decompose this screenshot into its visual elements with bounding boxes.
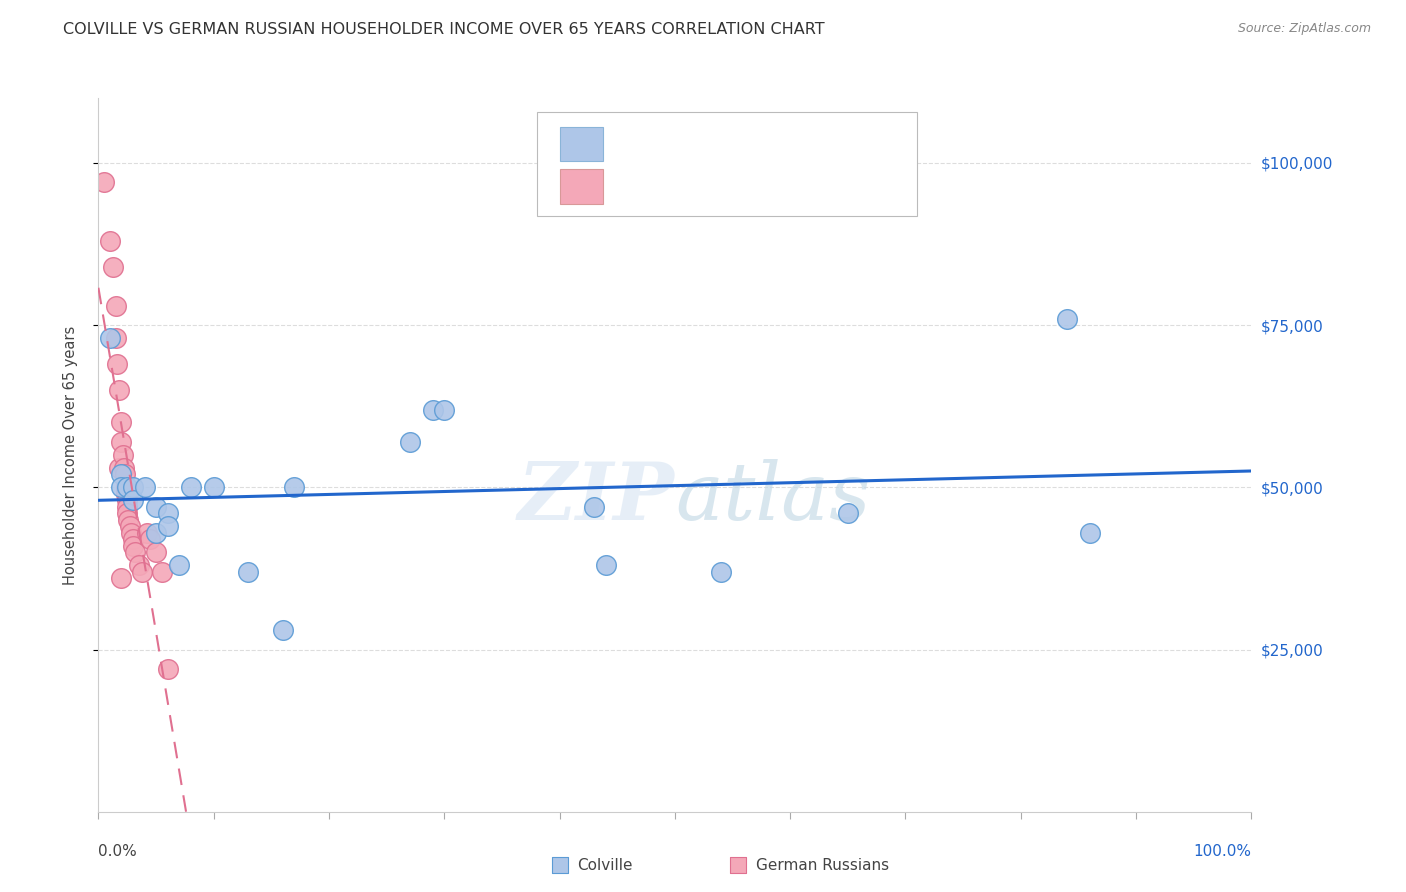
Point xyxy=(104,299,127,313)
Point xyxy=(122,539,145,553)
Text: R =: R = xyxy=(620,179,655,194)
Point xyxy=(112,461,135,475)
Point xyxy=(111,448,134,462)
Point xyxy=(583,500,606,514)
Point xyxy=(122,480,145,494)
FancyBboxPatch shape xyxy=(560,169,603,203)
Text: R =: R = xyxy=(620,136,655,152)
Point xyxy=(710,565,733,579)
Text: atlas: atlas xyxy=(675,459,870,536)
Point xyxy=(98,331,121,345)
Point xyxy=(156,519,179,533)
Point xyxy=(124,545,146,559)
Point xyxy=(110,571,132,585)
Point xyxy=(139,533,162,547)
Point xyxy=(145,525,167,540)
Text: -0.027: -0.027 xyxy=(685,179,741,194)
Point xyxy=(117,480,139,494)
Point xyxy=(134,480,156,494)
Point xyxy=(114,467,136,482)
Point xyxy=(837,506,859,520)
Point xyxy=(122,493,145,508)
Point xyxy=(120,525,142,540)
Text: 100.0%: 100.0% xyxy=(1194,844,1251,859)
Point xyxy=(110,467,132,482)
Point xyxy=(156,662,179,676)
Point xyxy=(98,234,121,248)
Point xyxy=(271,623,294,637)
Point xyxy=(1056,311,1078,326)
Point xyxy=(180,480,202,494)
Point xyxy=(150,565,173,579)
Point xyxy=(238,565,260,579)
Point xyxy=(548,805,571,819)
Point xyxy=(1078,525,1101,540)
Point xyxy=(422,402,444,417)
Point xyxy=(145,545,167,559)
Text: German Russians: German Russians xyxy=(755,858,889,872)
Point xyxy=(115,480,138,494)
Point xyxy=(202,480,225,494)
Point xyxy=(117,500,139,514)
Point xyxy=(93,176,115,190)
Point xyxy=(104,331,127,345)
Point xyxy=(283,480,305,494)
Text: 26: 26 xyxy=(851,136,873,152)
Point xyxy=(118,519,141,533)
Text: N =: N = xyxy=(792,136,827,152)
Text: 0.0%: 0.0% xyxy=(98,844,138,859)
Point xyxy=(108,461,131,475)
Point xyxy=(117,506,139,520)
Point xyxy=(128,558,150,573)
Text: Source: ZipAtlas.com: Source: ZipAtlas.com xyxy=(1237,22,1371,36)
Point xyxy=(117,493,139,508)
Point xyxy=(122,533,145,547)
Text: ZIP: ZIP xyxy=(517,459,675,536)
Point xyxy=(595,558,617,573)
Point xyxy=(433,402,456,417)
Point xyxy=(110,416,132,430)
Text: N =: N = xyxy=(792,179,827,194)
Point xyxy=(131,565,153,579)
Point xyxy=(398,434,420,449)
Text: -0.226: -0.226 xyxy=(685,136,741,152)
Point xyxy=(110,434,132,449)
Point xyxy=(115,487,138,501)
Point xyxy=(103,260,125,274)
Text: Colville: Colville xyxy=(576,858,633,872)
Point xyxy=(727,805,749,819)
FancyBboxPatch shape xyxy=(560,127,603,161)
Point xyxy=(117,513,139,527)
Point xyxy=(110,480,132,494)
Point xyxy=(167,558,190,573)
Text: 32: 32 xyxy=(851,179,873,194)
Y-axis label: Householder Income Over 65 years: Householder Income Over 65 years xyxy=(63,326,77,584)
Point xyxy=(156,506,179,520)
Point xyxy=(135,525,157,540)
Point xyxy=(105,357,128,371)
Text: COLVILLE VS GERMAN RUSSIAN HOUSEHOLDER INCOME OVER 65 YEARS CORRELATION CHART: COLVILLE VS GERMAN RUSSIAN HOUSEHOLDER I… xyxy=(63,22,825,37)
FancyBboxPatch shape xyxy=(537,112,917,216)
Point xyxy=(108,383,131,397)
Point xyxy=(145,500,167,514)
